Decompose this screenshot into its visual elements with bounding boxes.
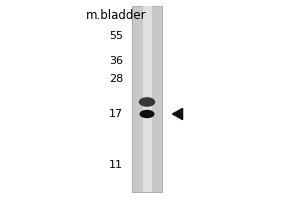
Text: m.bladder: m.bladder: [85, 9, 146, 22]
Ellipse shape: [140, 110, 154, 118]
Ellipse shape: [139, 97, 155, 107]
Polygon shape: [172, 108, 183, 120]
Text: 11: 11: [109, 160, 123, 170]
Text: 36: 36: [109, 56, 123, 66]
Bar: [142, 6, 152, 192]
Bar: [132, 6, 162, 192]
Text: 17: 17: [109, 109, 123, 119]
Text: 55: 55: [109, 31, 123, 41]
Text: 28: 28: [109, 74, 123, 84]
